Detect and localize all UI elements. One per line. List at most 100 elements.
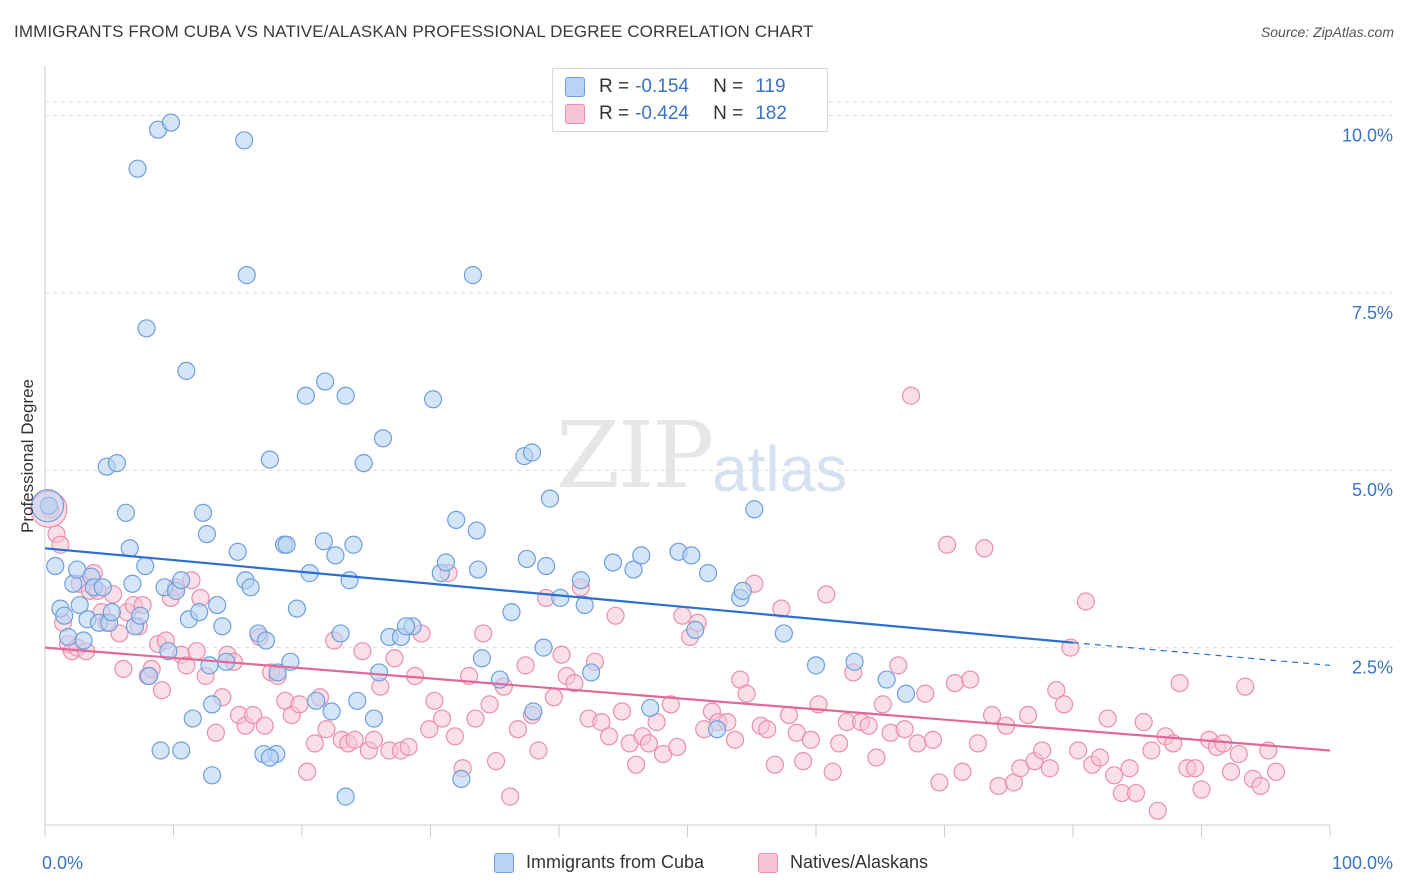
data-point-natives xyxy=(779,705,799,725)
data-point-cuba xyxy=(344,535,363,554)
data-point-natives xyxy=(1076,592,1095,611)
data-point-natives xyxy=(953,762,972,781)
data-point-cuba xyxy=(213,617,232,636)
data-point-cuba xyxy=(322,702,341,721)
data-point-natives xyxy=(552,645,571,664)
data-point-cuba xyxy=(208,595,227,615)
data-point-cuba xyxy=(540,489,560,508)
data-point-natives xyxy=(516,656,535,675)
data-point-natives xyxy=(501,787,520,806)
data-point-natives xyxy=(1221,762,1241,781)
data-point-cuba xyxy=(139,666,159,686)
data-point-natives xyxy=(937,535,957,554)
data-point-cuba xyxy=(237,266,256,285)
data-point-cuba xyxy=(197,524,217,544)
data-point-natives xyxy=(592,713,611,732)
series-cuba-points xyxy=(30,113,916,806)
data-point-cuba xyxy=(172,571,191,590)
data-point-natives xyxy=(1040,759,1059,778)
data-point-cuba xyxy=(183,709,202,728)
data-point-natives xyxy=(1185,759,1205,778)
data-point-cuba xyxy=(896,684,916,703)
data-point-cuba xyxy=(707,720,727,739)
data-point-cuba xyxy=(364,709,384,728)
data-point-natives xyxy=(305,734,324,753)
data-point-cuba xyxy=(107,454,127,473)
legend-row-natives: R = -0.424 N = 182 xyxy=(565,102,787,126)
data-point-cuba xyxy=(745,500,764,519)
data-point-cuba xyxy=(202,695,222,714)
data-point-cuba xyxy=(55,606,74,625)
data-point-natives xyxy=(1069,741,1088,760)
legend-n-value: 182 xyxy=(755,103,787,124)
stats-legend: R = -0.154 N = 119 R = -0.424 N = 182 xyxy=(552,68,828,132)
data-point-cuba xyxy=(46,556,65,576)
data-point-natives xyxy=(1251,776,1270,796)
y-tick-label: 5.0% xyxy=(1352,480,1393,500)
data-point-natives xyxy=(930,773,949,792)
data-point-natives xyxy=(923,730,943,749)
data-point-cuba xyxy=(806,656,826,675)
data-point-cuba xyxy=(336,386,355,405)
data-point-natives xyxy=(466,709,485,728)
data-point-natives xyxy=(961,670,980,689)
data-point-cuba xyxy=(172,741,191,760)
data-point-cuba xyxy=(373,429,393,448)
data-point-cuba xyxy=(682,546,701,565)
data-point-cuba xyxy=(123,574,142,593)
data-point-cuba xyxy=(632,546,651,565)
data-point-natives xyxy=(794,752,813,771)
axes xyxy=(44,66,1331,837)
data-point-cuba xyxy=(136,556,155,576)
data-point-cuba xyxy=(436,553,456,572)
data-point-cuba xyxy=(331,624,350,643)
data-point-cuba xyxy=(102,603,121,622)
data-point-cuba xyxy=(468,560,488,579)
data-point-cuba xyxy=(326,546,345,565)
data-point-cuba xyxy=(296,386,315,405)
data-point-natives xyxy=(255,716,274,735)
data-point-cuba xyxy=(228,542,247,561)
data-point-natives xyxy=(385,649,404,668)
data-point-cuba xyxy=(260,450,279,469)
data-point-natives xyxy=(1126,783,1146,803)
data-point-natives xyxy=(1229,744,1248,764)
data-point-cuba xyxy=(93,578,112,597)
data-point-cuba xyxy=(733,581,752,600)
data-point-natives xyxy=(1266,762,1286,781)
data-point-natives xyxy=(544,688,563,707)
source-label: Source: ZipAtlas.com xyxy=(1260,24,1394,40)
data-point-cuba xyxy=(314,532,333,551)
data-point-natives xyxy=(474,624,493,643)
data-point-cuba xyxy=(524,702,543,721)
data-point-cuba xyxy=(70,595,89,615)
data-point-natives xyxy=(901,386,921,405)
data-point-cuba xyxy=(348,691,367,710)
data-point-natives xyxy=(801,730,820,749)
data-point-natives xyxy=(823,762,842,781)
bottom-legend-swatch-cuba xyxy=(494,852,514,873)
legend-r-value: -0.154 xyxy=(635,76,689,97)
data-point-cuba xyxy=(354,454,373,473)
data-point-cuba xyxy=(551,588,570,608)
bottom-legend-cuba: Immigrants from Cuba xyxy=(494,852,704,873)
data-point-cuba xyxy=(774,624,793,643)
data-point-cuba xyxy=(340,571,359,590)
data-point-natives xyxy=(152,681,172,700)
data-point-cuba xyxy=(116,503,136,522)
data-point-cuba xyxy=(534,638,553,657)
data-point-natives xyxy=(206,723,226,742)
data-point-natives xyxy=(968,734,988,753)
data-point-cuba xyxy=(571,571,590,590)
tick-labels: 2.5% 5.0% 7.5% 10.0% 0.0% 100.0% xyxy=(42,125,1393,873)
data-point-natives xyxy=(1098,709,1117,728)
data-point-natives xyxy=(772,599,791,618)
bottom-legend-natives: Natives/Alaskans xyxy=(758,852,928,873)
data-point-natives xyxy=(290,695,309,714)
data-point-cuba xyxy=(241,578,260,597)
data-point-natives xyxy=(425,691,444,710)
legend-n-value: 119 xyxy=(755,76,786,97)
data-point-cuba xyxy=(641,698,660,718)
data-point-cuba xyxy=(467,521,486,540)
trend-line-natives xyxy=(44,646,1331,752)
